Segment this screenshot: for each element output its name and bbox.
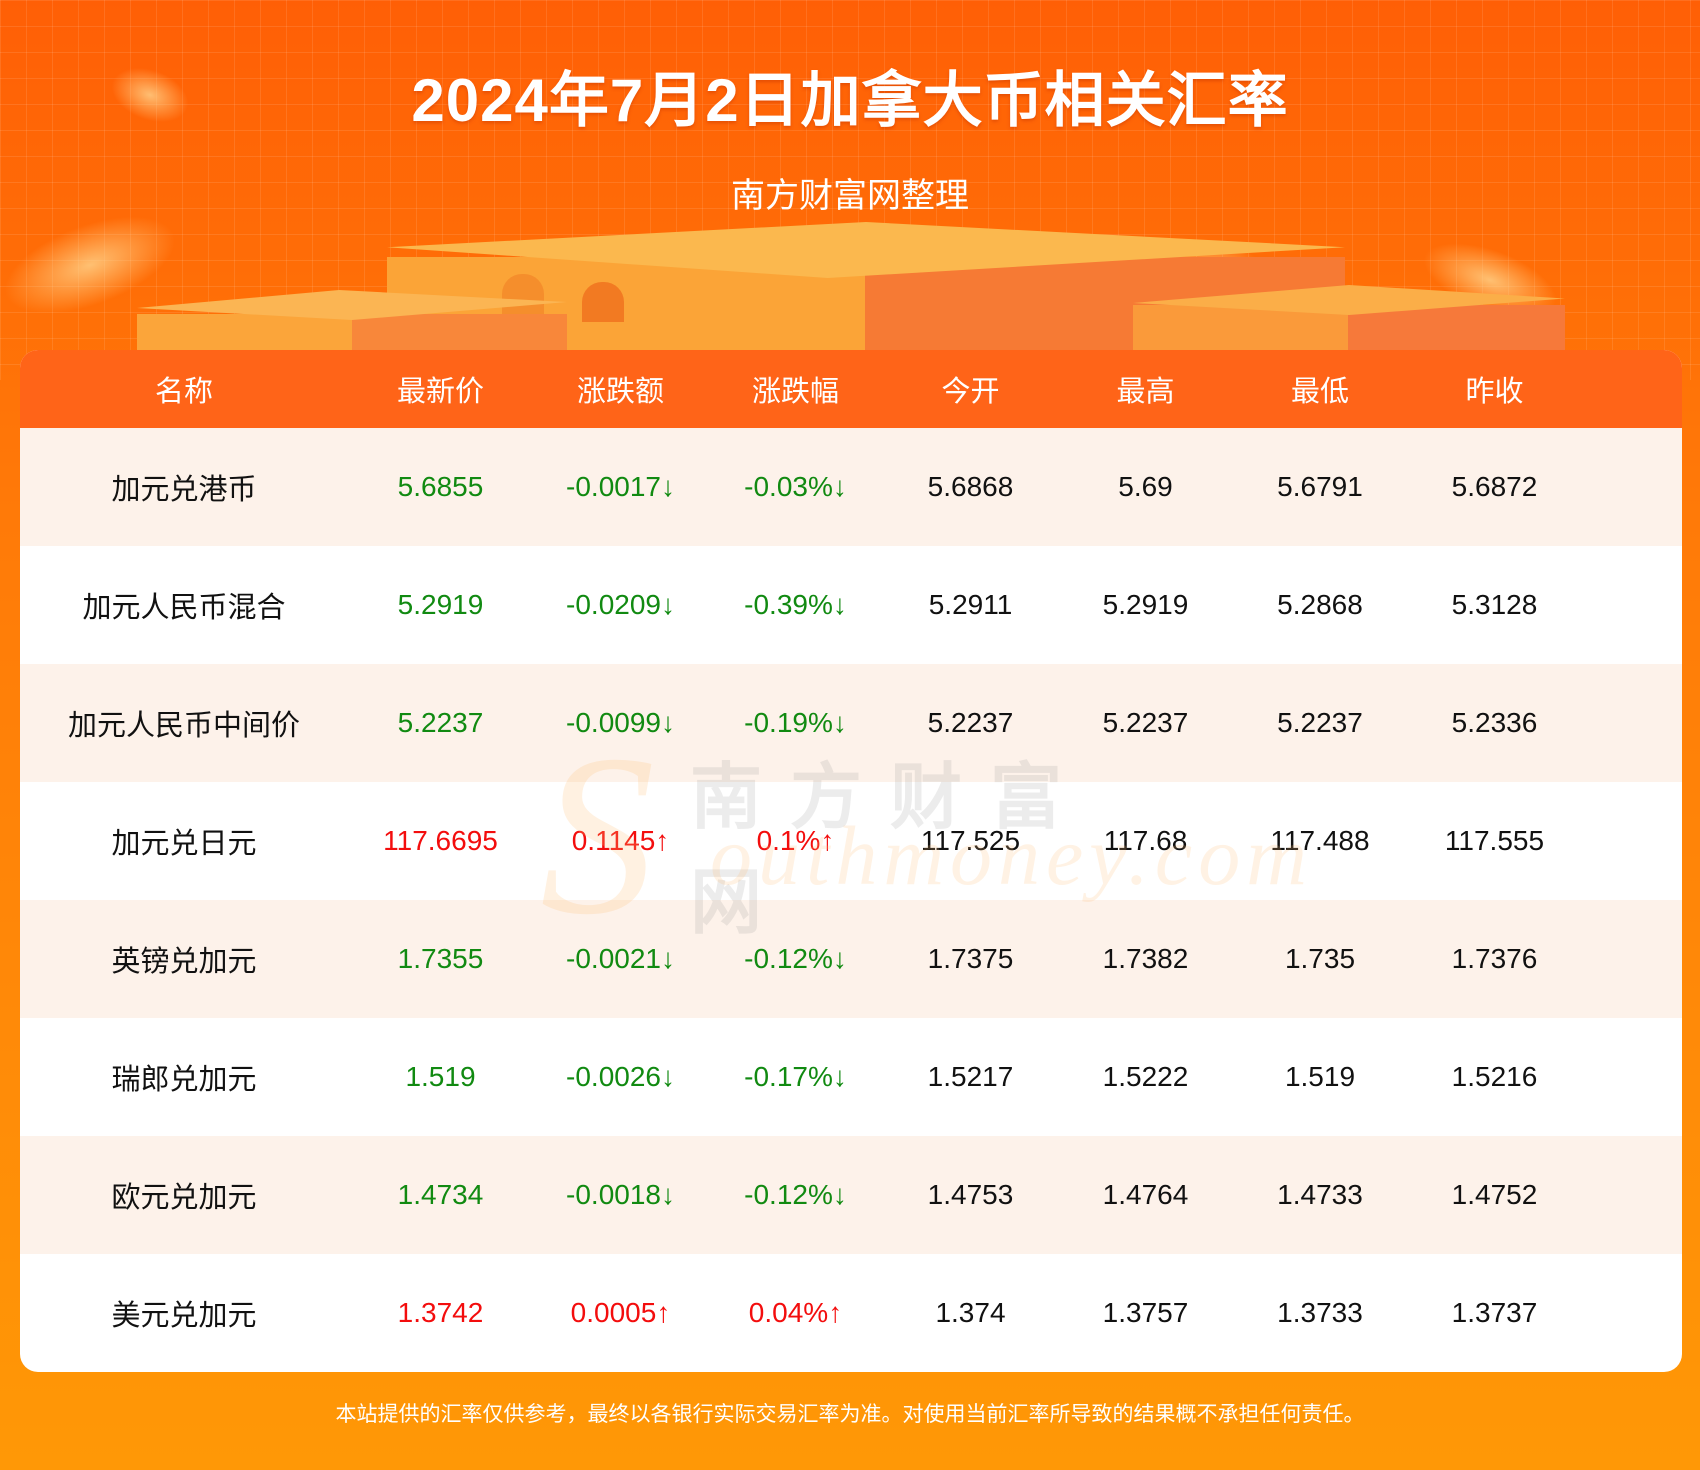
low-price: 1.519	[1284, 1061, 1356, 1092]
change-amount: -0.0018↓	[566, 1179, 675, 1210]
change-percent: -0.12%↓	[744, 1179, 847, 1210]
open-price: 5.6868	[927, 471, 1014, 502]
low-price: 5.2237	[1277, 707, 1363, 738]
prev-close-price: 5.2336	[1451, 707, 1538, 738]
page-title: 2024年7月2日加拿大币相关汇率	[411, 67, 1289, 134]
column-header-prev-close: 昨收	[1465, 376, 1524, 408]
column-header-change-pct: 涨跌幅	[751, 376, 839, 408]
change-percent: -0.19%↓	[744, 707, 847, 738]
high-price: 5.2919	[1102, 589, 1189, 620]
open-price: 1.7375	[927, 943, 1014, 974]
high-price: 117.68	[1103, 825, 1188, 856]
low-price: 117.488	[1270, 825, 1370, 856]
disclaimer: 本站提供的汇率仅供参考，最终以各银行实际交易汇率为准。对使用当前汇率所导致的结果…	[335, 1403, 1365, 1426]
table-row: 加元人民币中间价 5.2237 -0.0099↓ -0.19%↓ 5.2237 …	[20, 664, 1682, 782]
high-price: 1.4764	[1102, 1179, 1189, 1210]
open-price: 1.374	[935, 1297, 1006, 1328]
currency-pair-name: 加元人民币中间价	[67, 710, 300, 742]
open-price: 1.5217	[927, 1061, 1014, 1092]
column-header-low: 最低	[1290, 376, 1349, 408]
change-percent: -0.39%↓	[744, 589, 847, 620]
currency-pair-name: 美元兑加元	[111, 1300, 257, 1332]
prev-close-price: 1.3737	[1451, 1297, 1538, 1328]
column-header-name: 名称	[154, 376, 213, 408]
change-percent: -0.17%↓	[744, 1061, 847, 1092]
prev-close-price: 5.6872	[1451, 471, 1538, 502]
open-price: 5.2911	[928, 589, 1013, 620]
change-amount: -0.0026↓	[566, 1061, 675, 1092]
low-price: 5.2868	[1277, 589, 1363, 620]
exchange-rate-table: 名称 最新价 涨跌额 涨跌幅 今开 最高 最低 昨收 加元兑港币 5.6855 …	[20, 350, 1682, 1372]
currency-pair-name: 加元人民币混合	[82, 592, 286, 624]
column-header-open: 今开	[941, 376, 1000, 408]
change-percent: 0.04%↑	[748, 1297, 843, 1328]
latest-price: 1.4734	[397, 1179, 484, 1210]
prev-close-price: 5.3128	[1451, 589, 1538, 620]
prev-close-price: 1.7376	[1451, 943, 1538, 974]
prev-close-price: 1.4752	[1451, 1179, 1538, 1210]
table-row: 加元兑日元 117.6695 0.1145↑ 0.1%↑ 117.525 117…	[20, 782, 1682, 900]
latest-price: 1.3742	[397, 1297, 484, 1328]
latest-price: 117.6695	[383, 825, 498, 856]
high-price: 5.2237	[1102, 707, 1189, 738]
column-header-high: 最高	[1116, 376, 1175, 408]
change-amount: -0.0021↓	[566, 943, 675, 974]
low-price: 1.3733	[1277, 1297, 1363, 1328]
currency-pair-name: 加元兑日元	[111, 828, 257, 860]
table-row: 英镑兑加元 1.7355 -0.0021↓ -0.12%↓ 1.7375 1.7…	[20, 900, 1682, 1018]
open-price: 1.4753	[927, 1179, 1014, 1210]
change-percent: -0.12%↓	[744, 943, 847, 974]
latest-price: 1.7355	[397, 943, 484, 974]
change-amount: 0.1145↑	[571, 825, 670, 856]
prev-close-price: 117.555	[1444, 825, 1545, 856]
column-header-change: 涨跌额	[576, 376, 664, 408]
currency-pair-name: 瑞郎兑加元	[111, 1064, 257, 1096]
change-amount: -0.0099↓	[566, 707, 675, 738]
low-price: 1.735	[1284, 943, 1356, 974]
change-amount: 0.0005↑	[570, 1297, 671, 1328]
latest-price: 1.519	[405, 1061, 476, 1092]
low-price: 1.4733	[1277, 1179, 1363, 1210]
high-price: 1.7382	[1102, 943, 1189, 974]
high-price: 1.5222	[1102, 1061, 1189, 1092]
high-price: 1.3757	[1102, 1297, 1189, 1328]
latest-price: 5.2919	[397, 589, 484, 620]
open-price: 5.2237	[927, 707, 1014, 738]
prev-close-price: 1.5216	[1451, 1061, 1538, 1092]
table-row: 瑞郎兑加元 1.519 -0.0026↓ -0.17%↓ 1.5217 1.52…	[20, 1018, 1682, 1136]
currency-pair-name: 加元兑港币	[111, 474, 257, 506]
table-row: 加元人民币混合 5.2919 -0.0209↓ -0.39%↓ 5.2911 5…	[20, 546, 1682, 664]
page-subtitle: 南方财富网整理	[731, 177, 969, 215]
currency-pair-name: 欧元兑加元	[111, 1182, 257, 1214]
high-price: 5.69	[1118, 471, 1173, 502]
latest-price: 5.6855	[397, 471, 484, 502]
table-header: 名称 最新价 涨跌额 涨跌幅 今开 最高 最低 昨收	[20, 350, 1682, 428]
open-price: 117.525	[920, 825, 1021, 856]
change-percent: -0.03%↓	[744, 471, 847, 502]
change-percent: 0.1%↑	[756, 825, 835, 856]
table-row: 欧元兑加元 1.4734 -0.0018↓ -0.12%↓ 1.4753 1.4…	[20, 1136, 1682, 1254]
currency-pair-name: 英镑兑加元	[111, 946, 257, 978]
column-header-latest: 最新价	[396, 376, 484, 408]
change-amount: -0.0209↓	[566, 589, 675, 620]
change-amount: -0.0017↓	[566, 471, 675, 502]
table-row: 加元兑港币 5.6855 -0.0017↓ -0.03%↓ 5.6868 5.6…	[20, 428, 1682, 546]
latest-price: 5.2237	[397, 707, 484, 738]
table-row: 美元兑加元 1.3742 0.0005↑ 0.04%↑ 1.374 1.3757…	[20, 1254, 1682, 1372]
low-price: 5.6791	[1277, 471, 1363, 502]
